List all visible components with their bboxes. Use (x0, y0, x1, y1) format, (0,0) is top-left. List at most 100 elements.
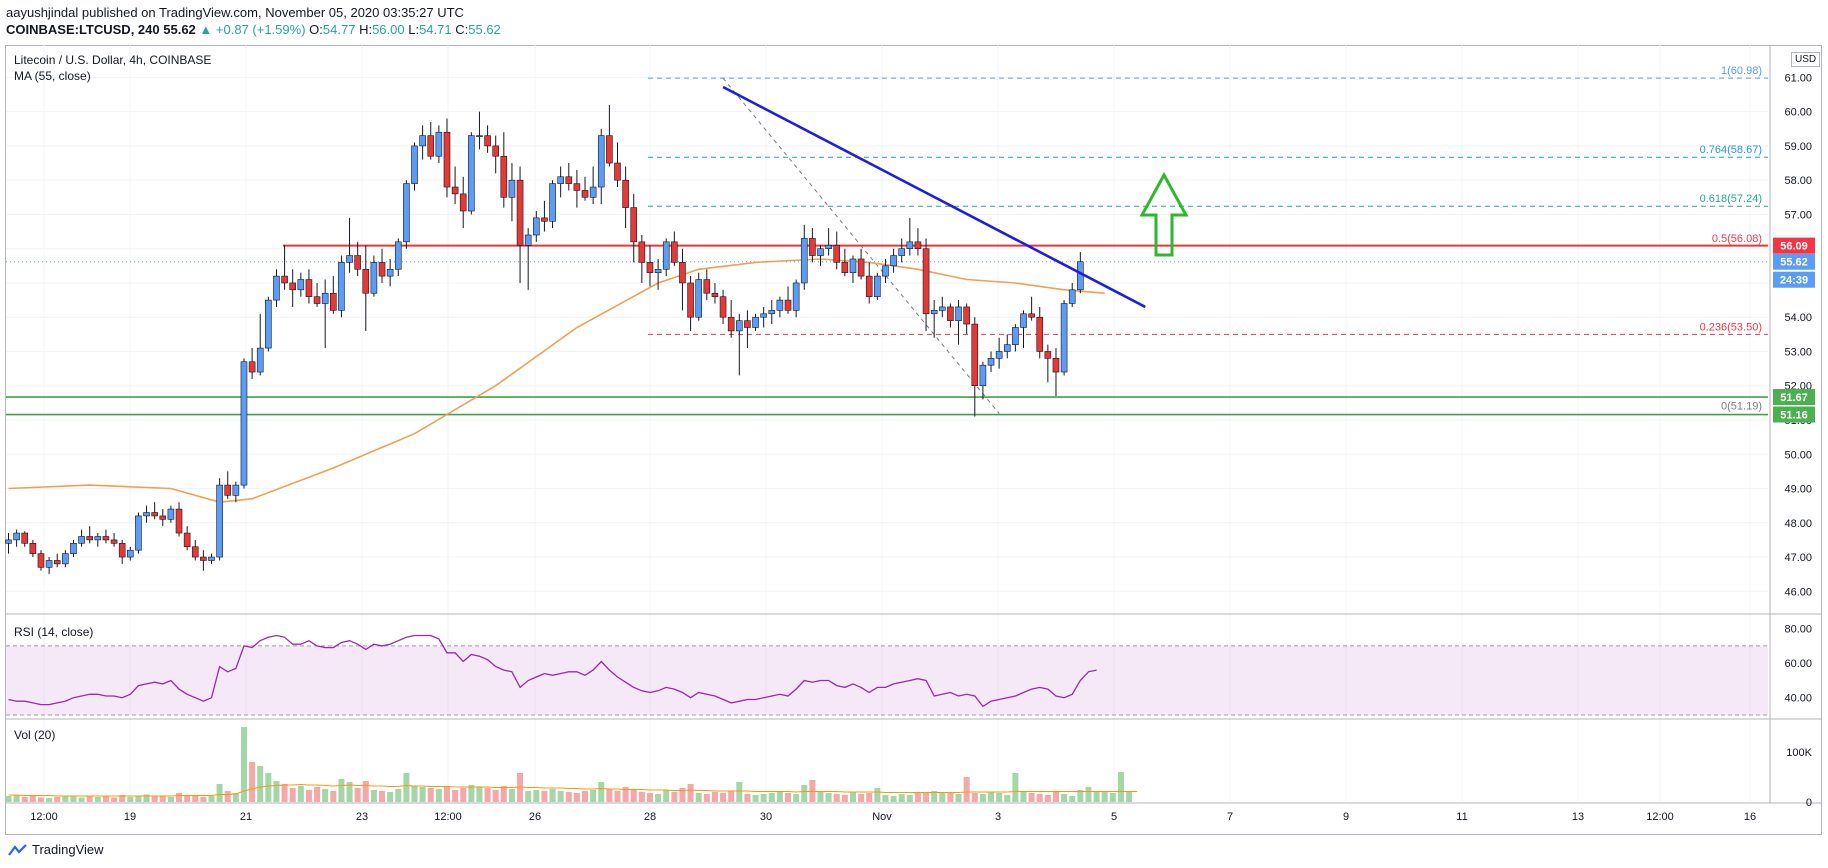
candle-body (882, 265, 889, 277)
time-tick: 13 (1572, 811, 1584, 823)
volume-bar (94, 797, 101, 802)
rsi-legend: RSI (14, close) (14, 625, 94, 639)
price-change: ▲ +0.87 (+1.59%) (199, 22, 306, 37)
volume-bar (200, 797, 207, 802)
candle-body (630, 207, 638, 243)
candle-body (833, 244, 841, 263)
candle (1044, 344, 1052, 383)
price-tick: 60.00 (1784, 107, 1812, 119)
candle-body (224, 484, 232, 496)
candle-body (281, 275, 288, 284)
time-tick: 26 (529, 811, 541, 823)
price-tick: 46.00 (1784, 586, 1812, 598)
candle (191, 539, 199, 561)
candle (135, 512, 142, 554)
volume-bar (330, 791, 337, 802)
volume-bar (817, 791, 824, 802)
candle-body (256, 347, 264, 373)
volume-bar (476, 787, 483, 802)
candle-body (118, 543, 126, 558)
ma-legend: MA (55, close) (14, 69, 91, 83)
candle-body (110, 539, 118, 544)
volume-bar (273, 781, 280, 802)
candle (70, 539, 77, 558)
candle (468, 132, 475, 215)
volume-bar (1044, 795, 1051, 802)
symbol-line: COINBASE:LTCUSD, 240 55.62 ▲ +0.87 (+1.5… (6, 21, 501, 38)
volume-bar (216, 784, 223, 802)
candle (492, 135, 500, 174)
fib-label: 0.5(56.08) (1712, 233, 1762, 245)
candle-body (508, 179, 516, 198)
candle (378, 248, 386, 283)
candle-body (143, 512, 150, 517)
candle-body (800, 238, 808, 284)
candle-body (362, 268, 370, 294)
fib-label: 1(60.98) (1721, 65, 1762, 77)
candle (857, 248, 865, 280)
candle (1060, 300, 1068, 376)
candle-body (443, 131, 451, 188)
volume-bar (793, 794, 800, 802)
volume-bar (184, 796, 191, 802)
volume-bar (549, 789, 556, 802)
candle-body (573, 183, 581, 191)
fibonacci-retracement[interactable]: 1(60.98) 0.764(58.67) 0.618(57.24) 0.5(56.0… (648, 65, 1768, 414)
candle (922, 238, 930, 331)
price-tag-text: 55.62 (1780, 257, 1808, 269)
volume-bar (1101, 792, 1108, 802)
time-tick: 12:00 (434, 811, 462, 823)
volume-bar (557, 791, 564, 802)
candle (484, 125, 491, 153)
volume-bar (768, 793, 775, 802)
candle-body (427, 135, 435, 157)
volume-bar (362, 781, 369, 802)
candle-body (776, 299, 784, 311)
candle-body (930, 310, 938, 315)
time-tick: 5 (1111, 811, 1117, 823)
candle (995, 337, 1003, 369)
candle (370, 255, 378, 297)
candle (833, 231, 841, 270)
candle (792, 279, 800, 318)
price-axis[interactable]: 61.0060.0059.0058.0057.0056.0055.0054.00… (1784, 72, 1812, 809)
candle (224, 471, 232, 499)
candle-body (606, 135, 613, 164)
candle (208, 553, 215, 564)
candle (5, 533, 12, 554)
price-tick: 61.00 (1784, 72, 1812, 84)
volume-tick: 100K (1786, 747, 1812, 759)
candle (53, 553, 61, 568)
volume-bar (159, 795, 166, 802)
candle-body (297, 279, 305, 291)
volume-bar (135, 796, 142, 802)
support-resistance-lines[interactable] (6, 244, 1768, 416)
candle (1052, 348, 1060, 397)
author-line: aayushjindal published on TradingView.co… (6, 5, 464, 20)
volume-bar (289, 788, 296, 802)
candle-body (354, 255, 361, 270)
candle (597, 128, 605, 205)
volume-bar (338, 779, 345, 802)
candle (110, 533, 118, 547)
volume-bar (971, 793, 978, 802)
candle-body (532, 217, 540, 236)
candle-body (265, 299, 272, 349)
price-tick: 54.00 (1784, 312, 1812, 324)
candle-body (841, 262, 849, 273)
trendline[interactable] (722, 85, 1146, 309)
time-tick: 30 (760, 811, 772, 823)
candle (776, 296, 784, 318)
candle-body (1077, 261, 1084, 291)
time-tick: 23 (356, 811, 368, 823)
candle (963, 303, 970, 335)
candles (5, 104, 1084, 575)
time-axis[interactable]: 12:00 19 21 23 12:00 26 28 30 Nov 3 5 7 9 11 13 12:00 16 (30, 811, 1756, 823)
low-value: 54.71 (419, 22, 452, 37)
candle-body (159, 515, 167, 520)
candle-body (419, 135, 426, 147)
candle-body (45, 560, 53, 568)
candle (476, 111, 483, 150)
candle-body (809, 238, 816, 256)
